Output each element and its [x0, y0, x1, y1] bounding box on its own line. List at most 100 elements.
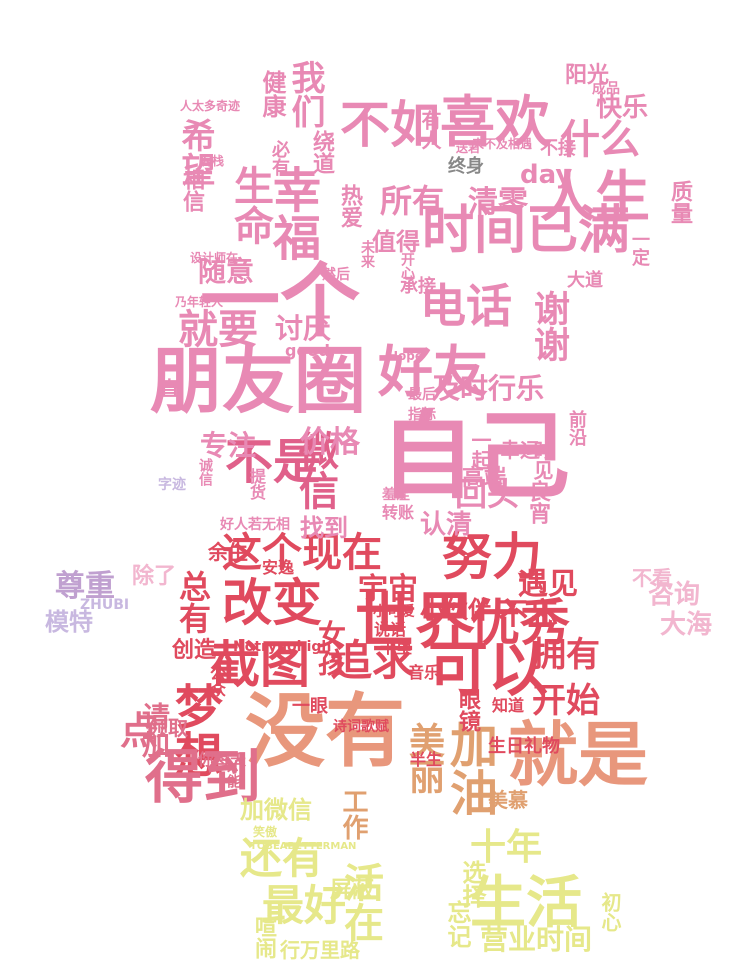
- cloud-word: 阳光: [565, 63, 610, 88]
- cloud-word: 然后: [322, 267, 350, 283]
- cloud-word: 宇宙: [358, 572, 418, 607]
- cloud-word: 除了: [132, 564, 177, 589]
- cloud-word: 所有: [380, 182, 445, 220]
- cloud-word: 美慕: [488, 788, 528, 812]
- cloud-word: 有人: [418, 110, 442, 150]
- cloud-word: 遇见: [518, 567, 578, 602]
- cloud-word: 一定: [629, 230, 650, 266]
- cloud-word: 就要: [178, 307, 258, 353]
- cloud-word: 美丽: [403, 722, 444, 794]
- cloud-word: 清零: [468, 185, 528, 220]
- cloud-word: 不是: [225, 434, 322, 490]
- cloud-word: 点: [120, 709, 159, 753]
- cloud-word: 加微信: [240, 796, 312, 824]
- cloud-word: 就是: [508, 714, 648, 796]
- cloud-word: 千里: [380, 638, 413, 657]
- cloud-word: 设计师在: [190, 251, 239, 265]
- cloud-word: 这个现在: [222, 530, 382, 576]
- cloud-word: 一眼: [292, 696, 328, 717]
- cloud-word: 客栈: [200, 154, 225, 168]
- cloud-word: 得到: [145, 743, 262, 811]
- cloud-word: good: [285, 341, 330, 360]
- cloud-word: 尊重: [55, 569, 115, 604]
- cloud-word: 不如: [340, 96, 440, 154]
- cloud-word: 还有: [240, 834, 325, 883]
- cloud-word: 幸福: [264, 165, 320, 261]
- cloud-word: 及时行乐: [432, 372, 545, 405]
- cloud-word: 质量: [667, 180, 692, 224]
- cloud-word: 自己: [380, 402, 571, 512]
- cloud-word: 不忘: [498, 597, 558, 632]
- cloud-word: 最好: [262, 881, 347, 930]
- cloud-word: 工作: [338, 788, 368, 840]
- cloud-word: 高端: [462, 466, 507, 491]
- cloud-word: 小伙伴: [420, 596, 492, 624]
- cloud-word: 送君: [456, 141, 481, 155]
- cloud-word: 截图: [210, 636, 310, 694]
- cloud-word: 改变: [222, 574, 322, 632]
- cloud-word: 一个: [200, 255, 360, 348]
- cloud-word: 请加: [138, 702, 171, 758]
- cloud-word: 选择: [458, 860, 486, 908]
- cloud-word: 字迹: [158, 477, 186, 493]
- cloud-word: 希望: [175, 118, 215, 186]
- cloud-word: 没有: [245, 685, 405, 778]
- cloud-word: 笑傲: [253, 825, 278, 839]
- cloud-word: 生日礼物: [488, 736, 560, 757]
- cloud-word: 人太多奇迹: [180, 99, 241, 113]
- cloud-word: 朋友圈: [150, 339, 367, 423]
- cloud-word: 时间已满: [422, 201, 631, 261]
- cloud-word: 指标: [408, 407, 436, 423]
- cloud-word: 成品: [592, 81, 620, 97]
- cloud-word: 十年: [470, 827, 543, 868]
- cloud-word: 时见: [530, 440, 554, 480]
- cloud-word: ZHUBI: [80, 597, 130, 613]
- cloud-word: 营业时间: [480, 923, 593, 956]
- cloud-word: 音乐: [408, 663, 441, 682]
- cloud-word: 梦想: [166, 682, 222, 778]
- cloud-word: 认清: [420, 510, 473, 540]
- cloud-word: 追求: [330, 636, 415, 685]
- cloud-word: 价格: [300, 425, 360, 460]
- cloud-word: 大海: [660, 610, 713, 640]
- cloud-word: 良宵: [525, 480, 550, 524]
- cloud-word: 最后: [408, 387, 436, 403]
- cloud-word: 努力: [442, 528, 542, 586]
- cloud-word: 总有: [174, 570, 212, 634]
- cloud-word: 才能: [225, 760, 241, 788]
- cloud-word: 微信: [292, 430, 338, 510]
- cloud-word: 相信: [179, 168, 204, 212]
- cloud-word: 创造: [172, 638, 217, 663]
- cloud-word: 未来: [359, 240, 375, 268]
- cloud-word: 找到: [300, 514, 348, 542]
- cloud-word: 生命: [227, 165, 273, 245]
- cloud-word: 好友: [378, 340, 489, 404]
- cloud-word: 说话: [374, 620, 407, 639]
- cloud-word: Hope: [388, 349, 424, 363]
- cloud-word: 乃年轻人: [175, 295, 224, 309]
- cloud-word: 余生: [208, 540, 248, 564]
- cloud-word: 眼镜: [455, 688, 480, 732]
- cloud-word: 半生: [410, 750, 443, 769]
- cloud-word: 一直: [156, 358, 180, 398]
- cloud-word: 小可爱: [373, 604, 415, 620]
- cloud-word: 不看: [632, 566, 672, 590]
- cloud-word: 健康: [258, 70, 286, 118]
- cloud-word: 热爱: [337, 184, 362, 228]
- cloud-word: 初心: [598, 892, 622, 932]
- cloud-word: 值得: [372, 228, 420, 256]
- cloud-word: 行万里路: [280, 938, 360, 962]
- cloud-word: 咨询: [648, 580, 701, 610]
- cloud-word: 讨厌: [275, 312, 332, 345]
- cloud-word: 加油: [441, 720, 497, 816]
- cloud-word: TOBEABETTERMAN: [250, 841, 357, 852]
- cloud-word: 承接: [400, 276, 436, 297]
- cloud-word: 前沿: [566, 410, 587, 446]
- cloud-word: 安逸: [262, 558, 295, 577]
- cloud-word: 人生: [540, 165, 651, 229]
- cloud-word: 绕道: [309, 130, 334, 174]
- cloud-word: 开心: [399, 252, 415, 280]
- cloud-word: 随意: [198, 255, 255, 288]
- cloud-word: 幸运: [500, 438, 540, 462]
